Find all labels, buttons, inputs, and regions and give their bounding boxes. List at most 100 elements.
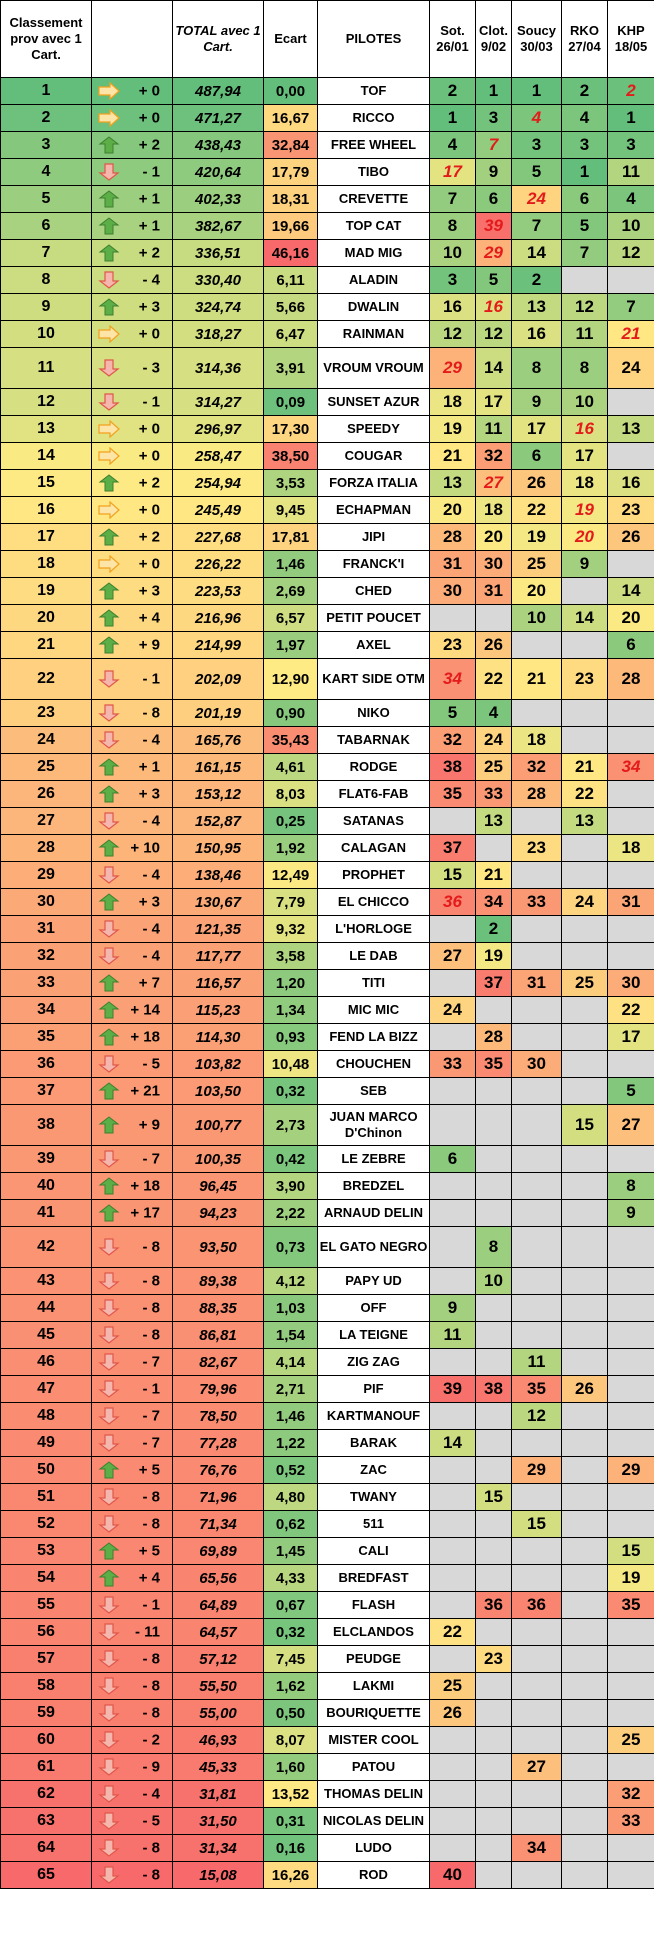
race-result-empty <box>511 996 562 1024</box>
race-result: 12 <box>429 320 476 348</box>
ecart-cell: 7,45 <box>263 1645 318 1673</box>
table-row: 8 - 4 330,40 6,11 ALADIN 3 5 2 <box>0 266 654 294</box>
race-result-empty <box>561 1267 608 1295</box>
movement-cell: - 8 <box>91 1226 173 1268</box>
movement-cell: + 21 <box>91 1077 173 1105</box>
arrow-down-icon <box>98 1677 120 1695</box>
race-result: 19 <box>475 942 512 970</box>
race-result: 21 <box>429 442 476 470</box>
race-result: 9 <box>607 1199 654 1227</box>
race-result-empty <box>561 1645 608 1673</box>
race-result-empty <box>561 1564 608 1592</box>
arrow-up-icon <box>98 217 120 235</box>
ecart-cell: 2,22 <box>263 1199 318 1227</box>
race-result: 14 <box>511 239 562 267</box>
total-cell: 318,27 <box>172 320 264 348</box>
table-row: 32 - 4 117,77 3,58 LE DAB 27 19 <box>0 942 654 970</box>
race-result: 20 <box>475 523 512 551</box>
arrow-down-icon <box>98 812 120 830</box>
arrow-right-icon <box>98 446 120 466</box>
race-result: 2 <box>511 266 562 294</box>
table-row: 46 - 7 82,67 4,14 ZIG ZAG 11 <box>0 1348 654 1376</box>
ecart-cell: 1,46 <box>263 1402 318 1430</box>
race-result-empty <box>561 577 608 605</box>
race-result: 5 <box>561 212 608 240</box>
race-result: 3 <box>475 104 512 132</box>
total-cell: 121,35 <box>172 915 264 943</box>
pilot-name: DWALIN <box>317 293 430 321</box>
race-result-empty <box>561 631 608 659</box>
movement-cell: - 4 <box>91 1780 173 1808</box>
race-result-empty <box>475 1699 512 1727</box>
ecart-cell: 8,07 <box>263 1726 318 1754</box>
race-result: 8 <box>429 212 476 240</box>
race-result-empty <box>475 1172 512 1200</box>
pilot-name: LE ZEBRE <box>317 1145 430 1173</box>
table-row: 2 + 0 471,27 16,67 RICCO 1 3 4 4 1 <box>0 104 654 132</box>
header-ecart: Ecart <box>263 0 318 78</box>
race-result-empty <box>475 1537 512 1565</box>
movement-value: - 9 <box>142 1758 160 1776</box>
race-result: 17 <box>607 1023 654 1051</box>
table-row: 25 + 1 161,15 4,61 RODGE 38 25 32 21 34 <box>0 753 654 781</box>
pilot-name: TOP CAT <box>317 212 430 240</box>
arrow-up-icon <box>98 1461 120 1479</box>
movement-value: - 5 <box>142 1812 160 1830</box>
arrow-down-icon <box>98 271 120 289</box>
arrow-down-icon <box>98 1434 120 1452</box>
movement-cell: + 0 <box>91 496 173 524</box>
movement-value: + 1 <box>138 190 160 208</box>
race-result: 20 <box>511 577 562 605</box>
total-cell: 471,27 <box>172 104 264 132</box>
pilot-name: LA TEIGNE <box>317 1321 430 1349</box>
arrow-down-icon <box>98 1150 120 1168</box>
total-cell: 96,45 <box>172 1172 264 1200</box>
movement-value: + 18 <box>130 1177 160 1195</box>
total-cell: 330,40 <box>172 266 264 294</box>
pilot-name: CHED <box>317 577 430 605</box>
race-result-empty <box>511 1726 562 1754</box>
race-result-empty <box>511 1267 562 1295</box>
race-result: 26 <box>429 1699 476 1727</box>
movement-value: - 4 <box>142 866 160 884</box>
race-result: 12 <box>561 293 608 321</box>
total-cell: 116,57 <box>172 969 264 997</box>
race-result: 27 <box>475 469 512 497</box>
movement-cell: + 7 <box>91 969 173 997</box>
race-result: 12 <box>607 239 654 267</box>
race-result: 26 <box>511 469 562 497</box>
race-result: 20 <box>561 523 608 551</box>
rank-cell: 41 <box>0 1199 92 1227</box>
race-result: 30 <box>607 969 654 997</box>
race-result: 16 <box>607 469 654 497</box>
table-row: 64 - 8 31,34 0,16 LUDO 34 <box>0 1834 654 1862</box>
race-result-empty <box>429 1645 476 1673</box>
table-row: 33 + 7 116,57 1,20 TITI 37 31 25 30 <box>0 969 654 997</box>
ecart-cell: 6,11 <box>263 266 318 294</box>
movement-cell: - 8 <box>91 1834 173 1862</box>
movement-cell: + 2 <box>91 469 173 497</box>
race-result-empty <box>429 969 476 997</box>
movement-cell: - 3 <box>91 347 173 389</box>
race-result: 37 <box>475 969 512 997</box>
race-result: 11 <box>511 1348 562 1376</box>
header-race-4: RKO 27/04 <box>561 0 608 78</box>
race-result: 11 <box>607 158 654 186</box>
arrow-down-icon <box>98 359 120 377</box>
arrow-down-icon <box>98 1326 120 1344</box>
arrow-down-icon <box>98 704 120 722</box>
pilot-name: PEUDGE <box>317 1645 430 1673</box>
ecart-cell: 8,03 <box>263 780 318 808</box>
race-result-empty <box>511 1226 562 1268</box>
race-result-empty <box>607 1294 654 1322</box>
race-result: 35 <box>429 780 476 808</box>
total-cell: 138,46 <box>172 861 264 889</box>
race-result: 2 <box>475 915 512 943</box>
race-result: 9 <box>511 388 562 416</box>
race-result: 19 <box>429 415 476 443</box>
race-result: 31 <box>607 888 654 916</box>
total-cell: 161,15 <box>172 753 264 781</box>
rank-cell: 36 <box>0 1050 92 1078</box>
table-row: 13 + 0 296,97 17,30 SPEEDY 19 11 17 16 13 <box>0 415 654 443</box>
race-result: 22 <box>561 780 608 808</box>
